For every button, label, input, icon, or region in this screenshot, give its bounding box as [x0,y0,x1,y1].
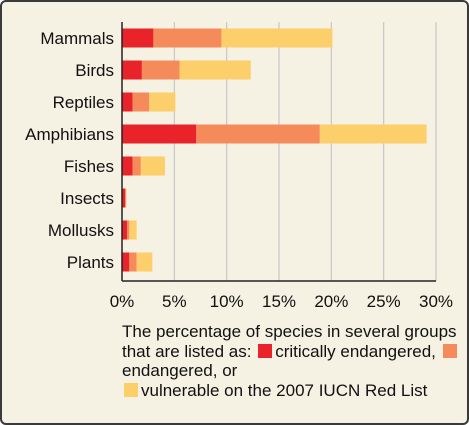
category-label-reptiles: Reptiles [53,93,114,112]
bar-reptiles-vulnerable [149,92,176,112]
bar-reptiles-critically [122,92,133,112]
category-label-birds: Birds [75,61,114,80]
bars [122,28,427,272]
bar-mammals-endangered [153,28,222,48]
bar-insects-endangered [125,188,127,208]
legend-label-endangered: endangered, or [122,361,238,380]
legend-label-vulnerable: vulnerable on the 2007 IUCN Red List [141,380,428,400]
x-tick-label-5: 5% [162,292,187,311]
bar-plants-endangered [129,252,137,272]
x-tick-label-25: 25% [367,292,401,311]
bar-mollusks-endangered [127,220,130,240]
x-tick-label-30: 30% [419,292,453,311]
x-tick-labels: 0% 5% 10% 15% 20% 25% 30% [110,292,453,311]
category-label-mammals: Mammals [40,29,114,48]
bar-amphibians-critically [122,124,197,144]
category-label-insects: Insects [60,189,114,208]
bar-birds-endangered [141,60,180,80]
bar-plants-vulnerable [136,252,153,272]
bar-mollusks-vulnerable [129,220,137,240]
caption-endangered-prefix: endangered, [340,341,436,361]
category-label-amphibians: Amphibians [25,125,114,144]
x-tick-label-10: 10% [210,292,244,311]
chart-caption: The percentage of species in several gro… [122,322,462,400]
category-label-mollusks: Mollusks [48,221,114,240]
bar-reptiles-endangered [132,92,150,112]
legend-swatch-critically [258,343,273,358]
bar-birds-critically [122,60,142,80]
legend-swatch-endangered [442,343,457,358]
x-tick-label-15: 15% [262,292,296,311]
bar-mammals-vulnerable [221,28,333,48]
x-tick-label-0: 0% [110,292,135,311]
bar-insects-critically [122,188,126,208]
category-labels: Mammals Birds Reptiles Amphibians Fishes Inse… [25,29,114,272]
bar-fishes-critically [122,156,133,176]
bar-amphibians-endangered [196,124,320,144]
caption-intro: The percentage of species in several gro… [122,322,457,361]
category-label-fishes: Fishes [64,157,114,176]
bar-fishes-endangered [132,156,141,176]
legend-swatch-vulnerable [124,382,138,397]
legend-label-critically: critically [275,341,336,361]
bar-plants-critically [122,252,130,272]
bar-birds-vulnerable [179,60,251,80]
category-label-plants: Plants [67,253,114,272]
bar-mammals-critically [122,28,154,48]
bar-amphibians-vulnerable [319,124,427,144]
x-tick-label-20: 20% [314,292,348,311]
bar-fishes-vulnerable [140,156,165,176]
bar-mollusks-critically [122,220,128,240]
